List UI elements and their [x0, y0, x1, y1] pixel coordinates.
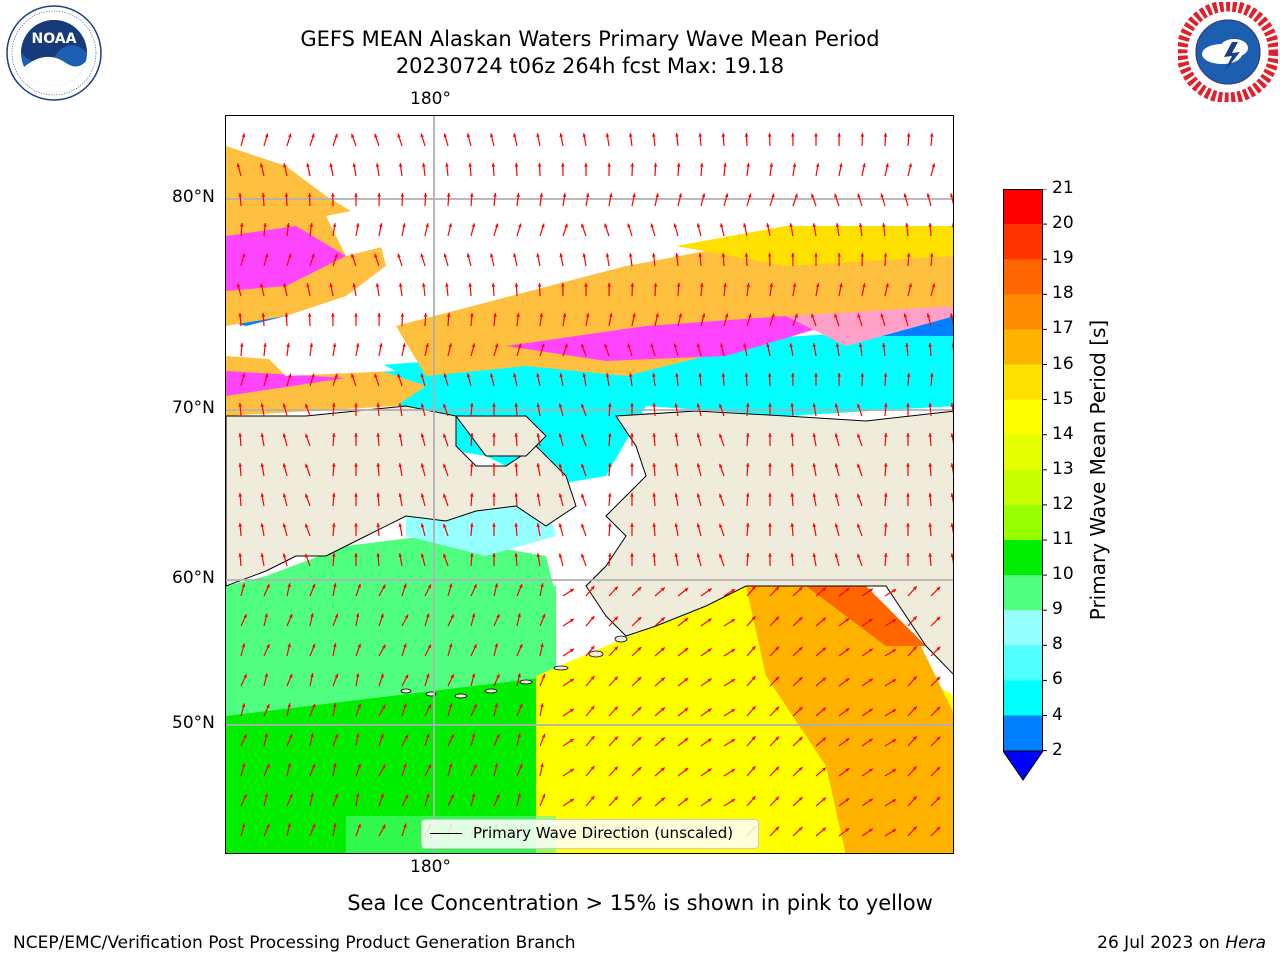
colorbar-under-extension	[1002, 750, 1044, 781]
colorbar-bin	[1003, 329, 1043, 365]
colorbar-tick-label: 13	[1052, 458, 1074, 479]
legend-label: Primary Wave Direction (unscaled)	[473, 824, 734, 842]
colorbar-tick-label: 16	[1052, 353, 1074, 374]
colorbar-bin	[1003, 399, 1043, 436]
colorbar-bin	[1003, 469, 1043, 506]
noaa-logo: NOAA	[6, 5, 102, 105]
lon-label-top: 180°	[410, 89, 451, 109]
colorbar-bin	[1003, 434, 1043, 471]
colorbar-tick-label: 12	[1052, 493, 1074, 514]
colorbar-bin	[1003, 259, 1043, 295]
footer-date-text: 26 Jul 2023 on	[1097, 933, 1226, 953]
lon-label-bottom: 180°	[410, 857, 451, 877]
legend-line-swatch	[430, 833, 462, 834]
field-orange-gulf	[746, 586, 953, 853]
map-legend: Primary Wave Direction (unscaled)	[421, 819, 759, 849]
colorbar-bin	[1003, 610, 1043, 646]
lat-label-50n: 50°N	[172, 713, 215, 733]
colorbar-tick-label: 4	[1052, 704, 1063, 725]
colorbar-tick-label: 20	[1052, 213, 1074, 234]
colorbar-bin	[1003, 575, 1043, 611]
wave-period-map: Primary Wave Direction (unscaled)	[225, 115, 954, 854]
colorbar-tick-label: 19	[1052, 248, 1074, 269]
svg-text:NOAA: NOAA	[32, 31, 77, 47]
sea-ice-note: Sea Ice Concentration > 15% is shown in …	[347, 891, 933, 915]
colorbar-tick-label: 8	[1052, 634, 1063, 655]
colorbar-tick-label: 17	[1052, 318, 1074, 339]
colorbar-bin	[1003, 680, 1043, 716]
colorbar-tick-label: 14	[1052, 423, 1074, 444]
colorbar-bin	[1003, 364, 1043, 401]
colorbar-bin	[1003, 224, 1043, 260]
chart-title: GEFS MEAN Alaskan Waters Primary Wave Me…	[300, 27, 880, 51]
colorbar-bin	[1003, 504, 1043, 541]
footer-date: 26 Jul 2023 on Hera	[1097, 933, 1266, 953]
footer-credit: NCEP/EMC/Verification Post Processing Pr…	[13, 933, 576, 953]
colorbar-tick-label: 18	[1052, 283, 1074, 304]
land-alaska	[585, 410, 953, 675]
lat-label-60n: 60°N	[172, 568, 215, 588]
colorbar-tick-label: 2	[1052, 739, 1063, 760]
colorbar-tick-label: 11	[1052, 529, 1074, 549]
lat-label-80n: 80°N	[172, 187, 215, 207]
lat-label-70n: 70°N	[172, 398, 215, 418]
colorbar	[1002, 188, 1049, 793]
colorbar-bin	[1003, 715, 1043, 752]
colorbar-bin	[1003, 294, 1043, 330]
colorbar-bin	[1003, 189, 1043, 225]
field-darkorange-gulf	[806, 586, 926, 646]
wave-direction-arrows	[236, 132, 953, 837]
field-sea-ice-east	[396, 236, 953, 376]
aleutian-islands	[400, 635, 628, 699]
colorbar-tick-label: 6	[1052, 669, 1063, 690]
colorbar-tick-label: 9	[1052, 599, 1063, 620]
colorbar-bin	[1003, 540, 1043, 576]
graticule	[226, 116, 953, 853]
chart-subtitle: 20230724 t06z 264h fcst Max: 19.18	[395, 54, 785, 78]
nws-logo	[1176, 0, 1280, 106]
colorbar-tick-label: 10	[1052, 564, 1074, 585]
colorbar-bin	[1003, 645, 1043, 681]
footer-host: Hera	[1225, 933, 1266, 953]
colorbar-tick-label: 15	[1052, 388, 1074, 409]
colorbar-label: Primary Wave Mean Period [s]	[1086, 319, 1110, 621]
colorbar-tick-label: 21	[1052, 178, 1074, 198]
